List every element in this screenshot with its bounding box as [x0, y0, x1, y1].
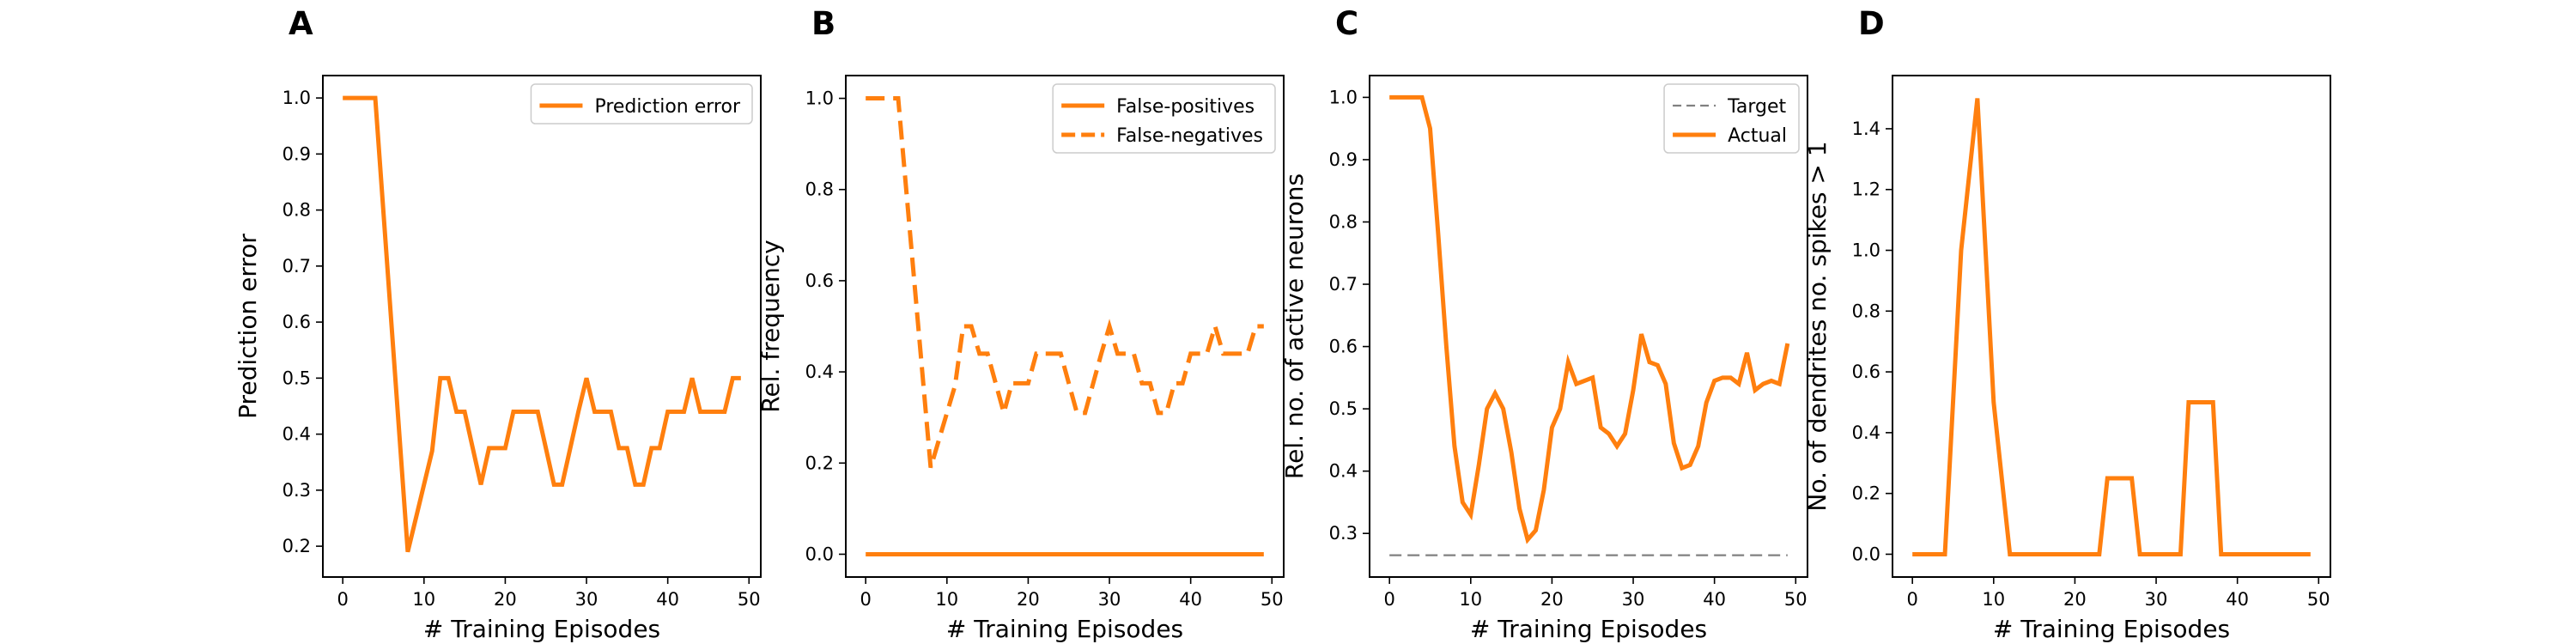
x-axis-label: # Training Episodes — [946, 615, 1183, 643]
legend: Target Actual — [1663, 83, 1800, 154]
y-tick-label: 0.6 — [283, 312, 311, 332]
x-axis-label: # Training Episodes — [1470, 615, 1707, 643]
legend-box — [1052, 83, 1276, 154]
x-tick-label: 30 — [1098, 589, 1121, 610]
panel-a: A 0 10 20 30 40 50 0.2 0.3 0.4 0.5 0.6 0.7 0.8 0.9 1.0 #… — [234, 5, 762, 643]
x-tick-label: 40 — [2226, 589, 2249, 610]
y-tick-label: 0.0 — [1852, 544, 1880, 564]
y-tick-label: 0.3 — [283, 480, 311, 501]
y-tick-label: 0.2 — [805, 453, 834, 473]
y-axis-label: Rel. frequency — [756, 240, 785, 412]
x-tick-label: 20 — [1017, 589, 1040, 610]
y-tick-label: 0.6 — [805, 270, 834, 291]
series-line-1 — [1912, 98, 2311, 556]
x-tick-label: 0 — [1906, 589, 1917, 610]
plot-frame — [845, 75, 1285, 578]
panel-label: A — [289, 5, 313, 42]
x-tick-label: 50 — [2307, 589, 2330, 610]
y-tick-label: 0.4 — [805, 361, 834, 382]
y-tick-label: 0.8 — [283, 200, 311, 221]
panel-b: B 0 10 20 30 40 50 0.0 0.2 0.4 0.6 0.8 1.0 # Training… — [756, 5, 1285, 643]
x-tick-label: 40 — [1703, 589, 1726, 610]
x-tick-label: 10 — [412, 589, 435, 610]
x-tick-label: 0 — [1383, 589, 1394, 610]
x-tick-label: 30 — [1622, 589, 1645, 610]
x-tick-label: 40 — [1179, 589, 1202, 610]
legend-entry: Prediction error — [594, 96, 740, 118]
y-tick-label: 1.0 — [1852, 240, 1880, 261]
series-line-prediction-error — [343, 95, 741, 553]
y-tick-label: 0.6 — [1852, 361, 1880, 382]
y-tick-label: 0.4 — [283, 424, 311, 445]
x-tick-label: 10 — [1982, 589, 2005, 610]
plot-frame — [322, 75, 762, 578]
legend-entry: False-negatives — [1116, 125, 1263, 147]
x-tick-label: 30 — [2145, 589, 2168, 610]
x-tick-label: 10 — [935, 589, 958, 610]
panel-d: D 0 10 20 30 40 50 0.0 0.2 0.4 0.6 0.8 1.0 1.2 1.4 # Tr… — [1803, 5, 2331, 643]
y-tick-label: 0.0 — [805, 544, 834, 564]
legend-box — [530, 83, 753, 125]
y-tick-label: 0.8 — [805, 179, 834, 200]
x-tick-label: 50 — [1261, 589, 1284, 610]
y-tick-label: 0.8 — [1329, 211, 1358, 232]
x-tick-label: 20 — [494, 589, 517, 610]
x-axis-label: # Training Episodes — [423, 615, 660, 643]
y-tick-label: 0.5 — [1329, 398, 1358, 419]
x-tick-label: 0 — [860, 589, 871, 610]
legend-entry: False-positives — [1116, 96, 1255, 118]
y-tick-label: 1.2 — [1852, 179, 1880, 200]
legend-entry: Actual — [1728, 125, 1787, 147]
legend: Prediction error — [530, 83, 753, 125]
y-tick-label: 1.0 — [805, 88, 834, 109]
panel-label: C — [1335, 5, 1358, 42]
plot-frame — [1369, 75, 1808, 578]
y-tick-label: 0.3 — [1329, 523, 1358, 544]
y-tick-label: 1.0 — [1329, 87, 1358, 107]
y-tick-label: 0.4 — [1852, 422, 1880, 443]
y-tick-label: 0.2 — [283, 536, 311, 556]
panel-label: B — [811, 5, 835, 42]
y-axis-label: Prediction error — [234, 234, 262, 419]
y-axis-label: Rel. no. of active neurons — [1280, 173, 1309, 479]
y-tick-label: 0.9 — [283, 143, 311, 164]
y-tick-label: 1.4 — [1852, 118, 1880, 139]
y-tick-label: 0.4 — [1329, 461, 1358, 482]
y-tick-label: 1.0 — [283, 88, 311, 108]
x-tick-label: 20 — [1540, 589, 1564, 610]
y-tick-label: 0.2 — [1852, 483, 1880, 504]
panel-c: C 0 10 20 30 40 50 0.3 0.4 0.5 0.6 0.7 0.8 0.9 1.0 # Tr… — [1280, 5, 1808, 643]
y-tick-label: 0.5 — [283, 368, 311, 388]
y-axis-label: No. of dendrites no. spikes > 1 — [1803, 141, 1832, 511]
y-tick-label: 0.9 — [1329, 149, 1358, 170]
panel-label: D — [1858, 5, 1885, 42]
x-tick-label: 50 — [1784, 589, 1807, 610]
x-axis-label: # Training Episodes — [1993, 615, 2230, 643]
y-tick-label: 0.7 — [1329, 274, 1358, 295]
legend-entry: Target — [1727, 96, 1786, 118]
legend: False-positives False-negatives — [1052, 83, 1276, 154]
y-tick-label: 0.7 — [283, 256, 311, 276]
y-tick-label: 0.6 — [1329, 337, 1358, 357]
plot-frame — [1892, 75, 2331, 578]
x-tick-label: 0 — [337, 589, 348, 610]
x-tick-label: 30 — [575, 589, 598, 610]
y-tick-label: 0.8 — [1852, 301, 1880, 321]
x-tick-label: 50 — [738, 589, 761, 610]
x-tick-label: 20 — [2063, 589, 2087, 610]
x-tick-label: 40 — [656, 589, 679, 610]
series-line-false-negatives — [866, 96, 1264, 469]
series-line-actual — [1389, 94, 1790, 544]
x-tick-label: 10 — [1459, 589, 1482, 610]
